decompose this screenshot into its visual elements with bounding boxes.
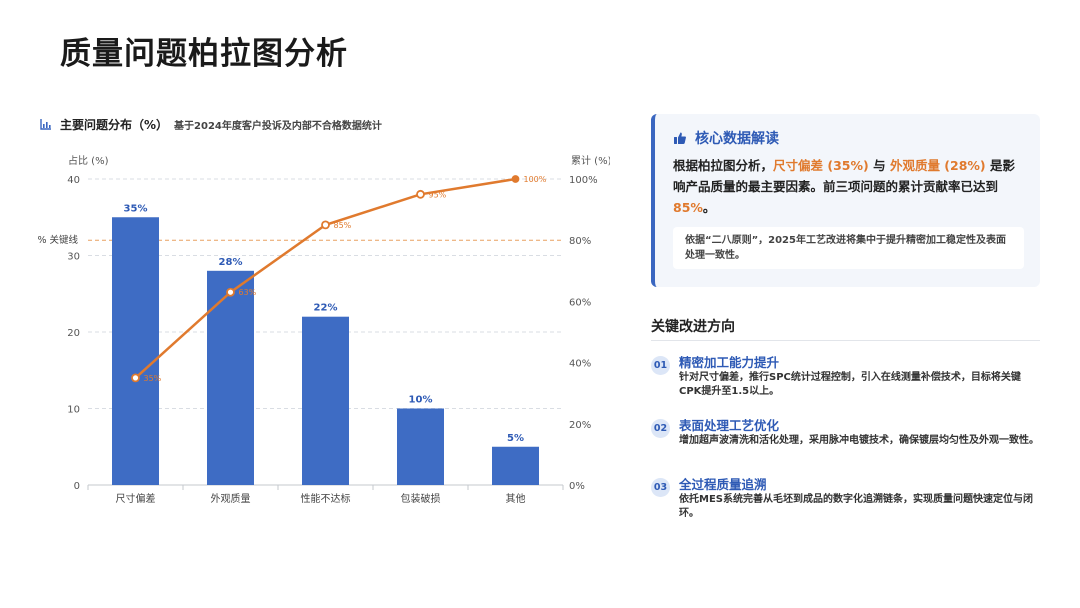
line-value-label: 63% [239,288,257,297]
improvement-item-title: 全过程质量追溯 [679,477,767,492]
number-badge: 03 [651,478,670,497]
divider [651,340,1040,341]
insight-note: 依据“二八原则”，2025年工艺改进将集中于提升精密加工稳定性及表面处理一致性。 [673,227,1024,269]
improvement-title: 关键改进方向 [651,319,735,335]
reference-line-label: % 关键线 [37,234,78,246]
improvement-item: 02 表面处理工艺优化 增加超声波清洗和活化处理，采用脉冲电镀技术，确保镀层均匀… [651,415,1046,471]
y-tick-label-left: 10 [67,405,80,416]
insight-text-part: 与 [868,158,890,173]
x-tick-label: 尺寸偏差 [116,492,156,505]
improvement-item-title: 表面处理工艺优化 [679,418,780,433]
y-axis-label-left: 占比 (%) [68,154,109,167]
insight-header: 核心数据解读 [673,128,1024,148]
bar-value-label: 35% [124,203,148,214]
line-point [321,220,330,230]
improvement-item-desc: 依托MES系统完善从毛坯到成品的数字化追溯链条，实现质量问题快速定位与闭环。 [679,494,1033,519]
x-tick-label: 包装破损 [401,492,441,505]
y-axis-label-right: 累计 (%) [571,154,610,167]
y-tick-label-left: 20 [67,328,80,339]
improvement-item: 03 全过程质量追溯 依托MES系统完善从毛坯到成品的数字化追溯链条，实现质量问… [651,474,1046,530]
y-tick-label-right: 60% [569,297,591,308]
bar [492,446,539,485]
line-point [416,189,425,199]
line-value-label: 100% [524,175,547,184]
improvement-item: 01 精密加工能力提升 针对尺寸偏差，推行SPC统计过程控制，引入在线测量补偿技… [651,352,1046,408]
thumbs-up-icon [674,132,686,144]
x-tick-label: 性能不达标 [301,492,351,505]
y-tick-label-left: 40 [67,175,80,186]
bar [397,408,444,485]
insight-card: 核心数据解读 根据柏拉图分析，尺寸偏差 (35%) 与 外观质量 (28%) 是… [651,114,1040,287]
improvement-item-title: 精密加工能力提升 [679,355,780,370]
x-tick-label: 其他 [506,492,526,505]
bar [302,316,349,485]
chart-subtitle: 基于2024年度客户投诉及内部不合格数据统计 [174,120,382,132]
page-title: 质量问题柏拉图分析 [60,36,348,72]
y-tick-label-right: 20% [569,420,591,431]
line-value-label: 85% [334,221,352,230]
insight-highlight: 外观质量 (28%) [889,158,986,173]
bar [207,270,254,485]
x-tick-label: 外观质量 [211,493,251,505]
improvement-item-desc: 针对尺寸偏差，推行SPC统计过程控制，引入在线测量补偿技术，目标将关键CPK提升… [679,372,1021,397]
insight-highlight: 85% [673,200,703,215]
chart-title: 主要问题分布（%） [60,117,169,132]
pareto-chart: 0 10 20 30 40 0% 20% 40% 60% 80% 100% 占比 (%) 累计 (%)%… [37,154,610,505]
y-tick-label-right: 0% [569,481,585,492]
line-value-label: 35% [144,374,162,383]
bar-value-label: 22% [314,303,338,314]
line-point [226,287,235,297]
y-tick-label-left: 30 [67,252,80,263]
number-badge: 01 [651,356,670,375]
bar-value-label: 10% [409,395,433,406]
bar [112,217,159,485]
bar-value-label: 28% [219,257,243,268]
y-tick-label-left: 0 [74,481,80,492]
chart-header: 主要问题分布（%） 基于2024年度客户投诉及内部不合格数据统计 [40,115,382,133]
insight-highlight: 尺寸偏差 (35%) [773,158,869,173]
line-point [131,373,140,383]
number-badge: 02 [651,419,670,438]
y-tick-label-right: 100% [569,175,598,186]
y-tick-label-right: 40% [569,359,591,370]
insight-text-part: 根据柏拉图分析， [673,158,774,173]
line-value-label: 95% [429,190,447,199]
y-tick-label-right: 80% [569,236,591,247]
bar-value-label: 5% [507,433,524,444]
improvement-item-desc: 增加超声波清洗和活化处理，采用脉冲电镀技术，确保镀层均匀性及外观一致性。 [679,435,1039,446]
insight-text: 根据柏拉图分析，尺寸偏差 (35%) 与 外观质量 (28%) 是影响产品质量的… [673,155,1024,218]
insight-text-part: 是影响产品质量的最主要因素。前三项问题的累计贡献率已达到 [673,158,1015,194]
insight-text-part: 。 [702,200,716,215]
bar-chart-icon [40,119,51,130]
line-point [511,175,520,183]
insight-title: 核心数据解读 [695,131,779,147]
